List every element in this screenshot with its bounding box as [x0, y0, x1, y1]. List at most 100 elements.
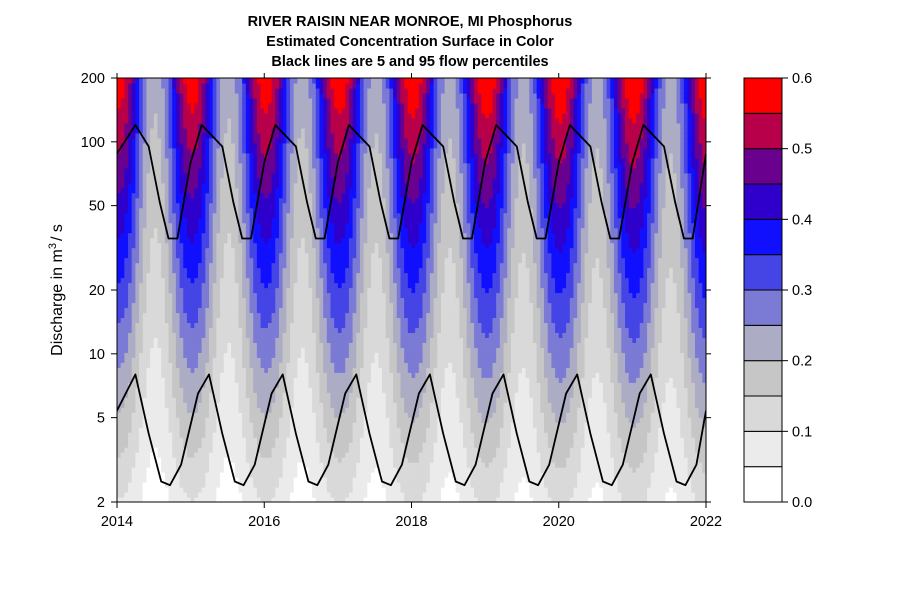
surface-cell: [301, 122, 306, 129]
surface-cell: [175, 197, 181, 204]
surface-cell: [212, 472, 217, 478]
surface-cell: [172, 127, 177, 134]
surface-cell: [117, 452, 122, 458]
surface-cell: [168, 212, 173, 219]
surface-cell: [175, 142, 181, 149]
surface-cell: [330, 337, 335, 343]
surface-cell: [124, 192, 129, 199]
surface-cell: [227, 437, 232, 443]
surface-cell: [168, 427, 173, 433]
surface-cell: [275, 377, 280, 383]
surface-cell: [312, 362, 317, 368]
surface-cell: [264, 477, 269, 483]
surface-cell: [275, 177, 280, 184]
surface-cell: [186, 262, 192, 269]
surface-cell: [216, 137, 221, 144]
surface-cell: [245, 357, 251, 363]
surface-cell: [267, 382, 273, 388]
surface-cell: [245, 242, 251, 249]
surface-cell: [183, 227, 188, 234]
surface-cell: [301, 282, 306, 289]
surface-cell: [186, 202, 192, 209]
surface-cell: [135, 447, 140, 453]
surface-cell: [271, 262, 276, 269]
surface-cell: [242, 162, 247, 169]
surface-cell: [124, 482, 129, 488]
surface-cell: [264, 237, 269, 244]
surface-cell: [117, 372, 122, 378]
surface-cell: [290, 202, 295, 209]
surface-cell: [190, 437, 195, 443]
surface-cell: [220, 297, 225, 304]
surface-cell: [153, 292, 159, 299]
surface-cell: [183, 322, 188, 329]
surface-cell: [220, 137, 225, 144]
surface-cell: [253, 477, 258, 483]
surface-cell: [135, 227, 140, 234]
surface-cell: [131, 302, 136, 309]
surface-cell: [323, 417, 328, 423]
surface-cell: [271, 97, 276, 104]
surface-cell: [220, 357, 225, 363]
surface-cell: [245, 192, 251, 199]
surface-cell: [120, 467, 125, 473]
surface-cell: [153, 347, 159, 353]
surface-cell: [124, 462, 129, 468]
surface-cell: [234, 302, 240, 309]
surface-cell: [186, 92, 192, 99]
surface-cell: [164, 337, 170, 343]
surface-cell: [135, 217, 140, 224]
surface-cell: [164, 142, 170, 149]
surface-cell: [304, 267, 310, 274]
surface-cell: [161, 162, 166, 169]
surface-cell: [183, 487, 188, 493]
surface-cell: [216, 147, 221, 154]
surface-cell: [212, 422, 217, 428]
surface-cell: [153, 482, 159, 488]
surface-cell: [216, 457, 221, 463]
surface-cell: [223, 417, 229, 423]
surface-cell: [142, 307, 148, 314]
surface-cell: [172, 397, 177, 403]
surface-cell: [120, 172, 125, 179]
surface-cell: [256, 227, 262, 234]
surface-cell: [253, 252, 258, 259]
surface-cell: [223, 202, 229, 209]
surface-cell: [304, 422, 310, 428]
surface-cell: [131, 332, 136, 338]
surface-cell: [172, 317, 177, 324]
surface-cell: [168, 322, 173, 329]
surface-cell: [179, 437, 184, 443]
surface-cell: [249, 197, 254, 204]
surface-cell: [201, 197, 206, 204]
surface-cell: [157, 407, 162, 413]
surface-cell: [205, 142, 210, 149]
surface-cell: [186, 157, 192, 164]
surface-cell: [245, 302, 251, 309]
surface-cell: [128, 252, 133, 259]
surface-cell: [201, 92, 206, 99]
surface-cell: [234, 207, 240, 214]
surface-cell: [142, 442, 148, 448]
surface-cell: [197, 337, 203, 343]
surface-cell: [264, 217, 269, 224]
surface-cell: [190, 272, 195, 279]
surface-cell: [201, 492, 206, 498]
surface-cell: [304, 377, 310, 383]
surface-cell: [282, 232, 287, 239]
surface-cell: [286, 252, 291, 259]
surface-cell: [323, 132, 328, 139]
surface-cell: [278, 247, 284, 254]
surface-cell: [209, 177, 214, 184]
surface-cell: [278, 187, 284, 194]
surface-cell: [278, 207, 284, 214]
surface-cell: [297, 482, 302, 488]
surface-cell: [179, 257, 184, 264]
surface-cell: [190, 407, 195, 413]
surface-cell: [330, 417, 335, 423]
surface-cell: [168, 92, 173, 99]
surface-cell: [223, 387, 229, 393]
surface-cell: [253, 427, 258, 433]
surface-cell: [245, 232, 251, 239]
surface-cell: [157, 442, 162, 448]
